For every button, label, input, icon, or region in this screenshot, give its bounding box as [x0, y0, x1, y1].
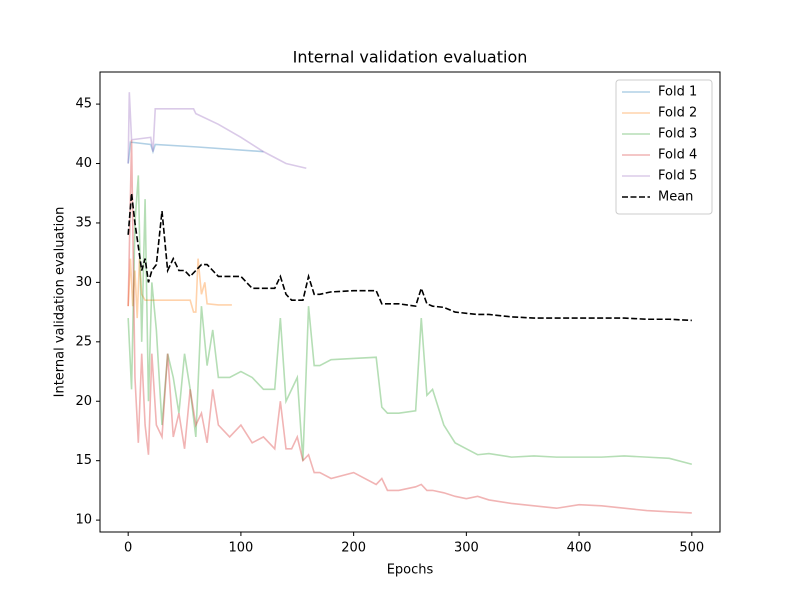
legend-label: Mean [658, 190, 693, 205]
x-tick-label: 0 [124, 541, 132, 556]
x-tick-label: 200 [341, 541, 366, 556]
legend-label: Fold 4 [658, 148, 697, 163]
legend-label: Fold 1 [658, 85, 697, 100]
y-tick-label: 10 [75, 513, 92, 528]
x-tick-label: 300 [454, 541, 479, 556]
y-tick-label: 30 [75, 275, 92, 290]
series-line [127, 92, 307, 170]
y-tick-label: 20 [75, 394, 92, 409]
series-line [127, 139, 692, 514]
legend-box [615, 79, 713, 215]
y-tick-label: 25 [75, 334, 92, 349]
series-line [127, 175, 693, 466]
y-tick-label: 35 [75, 215, 92, 230]
legend-label: Fold 2 [658, 106, 697, 121]
x-tick-label: 500 [679, 541, 704, 556]
x-axis-label: Epochs [387, 563, 434, 578]
legend-label: Fold 3 [658, 127, 697, 142]
y-tick-label: 15 [75, 453, 92, 468]
series-line [127, 193, 692, 322]
legend-label: Fold 5 [658, 169, 697, 184]
series-line [127, 258, 232, 319]
y-axis-label: Internal validation evaluation [53, 207, 68, 398]
plot-frame [99, 71, 721, 533]
x-tick-label: 100 [228, 541, 253, 556]
y-tick-label: 40 [75, 156, 92, 171]
series-line [127, 141, 264, 164]
chart-title: Internal validation evaluation [293, 48, 528, 67]
x-tick-label: 400 [567, 541, 592, 556]
y-tick-label: 45 [75, 97, 92, 112]
